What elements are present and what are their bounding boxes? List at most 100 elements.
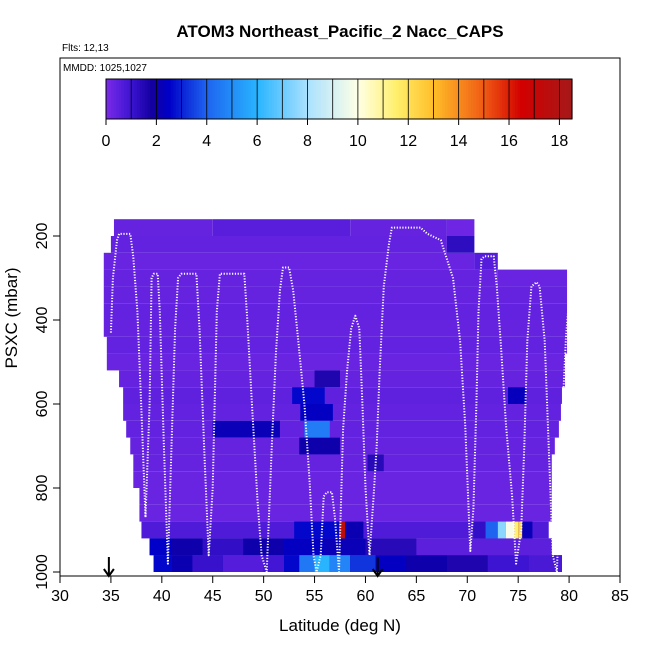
colorbar-segment xyxy=(367,79,371,119)
colorbar-segment xyxy=(499,79,503,119)
heatmap-cell xyxy=(446,236,475,253)
colorbar-border xyxy=(105,78,573,120)
heatmap-cell xyxy=(514,521,519,539)
colorbar-segment xyxy=(126,79,130,119)
colorbar-segment xyxy=(447,79,451,119)
colorbar-segment xyxy=(284,79,288,119)
heatmap-cell xyxy=(446,219,475,236)
colorbar-segment xyxy=(313,79,317,119)
heatmap-cell xyxy=(508,387,527,404)
y-axis: 200 400 600 800 1000 xyxy=(34,223,60,590)
x-tick-label: 50 xyxy=(255,588,273,605)
colorbar-segment xyxy=(512,79,516,119)
colorbar-segment xyxy=(346,79,350,119)
colorbar-segment xyxy=(364,79,369,119)
colorbar-tick-label: 8 xyxy=(303,133,312,150)
x-axis: 30 35 40 45 50 55 60 65 70 75 80 85 xyxy=(51,576,629,605)
colorbar-segment xyxy=(183,79,187,119)
colorbar-segment xyxy=(333,79,338,119)
colorbar-segment xyxy=(162,79,167,119)
colorbar-segment xyxy=(225,79,229,119)
colorbar-segment xyxy=(455,79,459,119)
colorbar-segment xyxy=(339,79,343,119)
heatmap-cell xyxy=(202,538,244,556)
colorbar-segment xyxy=(362,79,366,119)
heatmap-cell xyxy=(192,555,223,572)
heatmap-cell xyxy=(522,521,533,539)
arrow-marker xyxy=(103,557,115,578)
heatmap-cell xyxy=(103,320,568,337)
heatmap-cell xyxy=(292,387,325,404)
colorbar-segment xyxy=(421,79,426,119)
colorbar-segment xyxy=(206,79,211,119)
colorbar-segment xyxy=(509,79,514,119)
heatmap-cell xyxy=(299,555,315,572)
colorbar-segment xyxy=(419,79,423,119)
heatmap-cell xyxy=(300,404,333,421)
colorbar-segment xyxy=(121,79,125,119)
x-axis-label: Latitude (deg N) xyxy=(279,616,401,635)
colorbar-segment xyxy=(243,79,247,119)
colorbar-segment xyxy=(383,79,387,119)
colorbar-segment xyxy=(385,79,389,119)
colorbar-segment xyxy=(370,79,374,119)
colorbar-segment xyxy=(481,79,485,119)
colorbar-segment xyxy=(359,79,363,119)
colorbar-segment xyxy=(395,79,400,119)
heatmap-cell xyxy=(110,236,447,253)
x-tick-label: 55 xyxy=(306,588,324,605)
colorbar-segment xyxy=(411,79,415,119)
colorbar-segment xyxy=(561,79,565,119)
colorbar: 0 2 4 6 8 10 12 14 16 18 xyxy=(102,78,573,150)
colorbar-segment xyxy=(427,79,431,119)
colorbar-segment xyxy=(344,79,348,119)
colorbar-segment xyxy=(522,79,526,119)
heatmap-cell xyxy=(139,488,552,505)
colorbar-segment xyxy=(388,79,392,119)
heatmap-cell xyxy=(416,538,552,556)
colorbar-segment xyxy=(287,79,291,119)
y-tick-label: 1000 xyxy=(34,554,51,590)
heatmap-cell xyxy=(103,286,568,304)
colorbar-segment xyxy=(214,79,218,119)
heatmap-cell xyxy=(485,521,498,539)
colorbar-segment xyxy=(276,79,281,119)
colorbar-segment xyxy=(354,79,358,119)
colorbar-segment xyxy=(515,79,519,119)
colorbar-segment xyxy=(245,79,249,119)
colorbar-segment xyxy=(188,79,193,119)
colorbar-segment xyxy=(256,79,260,119)
heatmap-cell xyxy=(119,370,566,388)
colorbar-tick-label: 14 xyxy=(450,133,468,150)
colorbar-segment xyxy=(292,79,296,119)
colorbar-segment xyxy=(137,79,141,119)
colorbar-segment xyxy=(538,79,542,119)
colorbar-segment xyxy=(240,79,244,119)
colorbar-segment xyxy=(450,79,454,119)
heatmap-cell xyxy=(497,521,506,539)
colorbar-segment xyxy=(289,79,293,119)
colorbar-segment xyxy=(398,79,402,119)
heatmap-cell xyxy=(367,454,384,472)
colorbar-segment xyxy=(551,79,555,119)
x-tick-label: 30 xyxy=(51,588,69,605)
colorbar-segment xyxy=(142,79,146,119)
colorbar-segment xyxy=(476,79,480,119)
colorbar-segment xyxy=(300,79,304,119)
x-tick-label: 85 xyxy=(611,588,629,605)
colorbar-segment xyxy=(408,79,413,119)
heatmap-cell xyxy=(446,555,488,572)
chart-title: ATOM3 Northeast_Pacific_2 Nacc_CAPS xyxy=(176,22,503,41)
colorbar-segment xyxy=(442,79,446,119)
heatmap-cell xyxy=(139,504,552,522)
colorbar-segment xyxy=(357,79,361,119)
colorbar-segment xyxy=(483,79,488,119)
colorbar-segment xyxy=(269,79,273,119)
colorbar-tick-label: 12 xyxy=(399,133,417,150)
y-tick-label: 400 xyxy=(34,307,51,334)
x-tick-label: 75 xyxy=(509,588,527,605)
colorbar-segment xyxy=(152,79,156,119)
heatmap-cell xyxy=(473,521,486,539)
colorbar-segment xyxy=(401,79,405,119)
colorbar-segment xyxy=(326,79,330,119)
